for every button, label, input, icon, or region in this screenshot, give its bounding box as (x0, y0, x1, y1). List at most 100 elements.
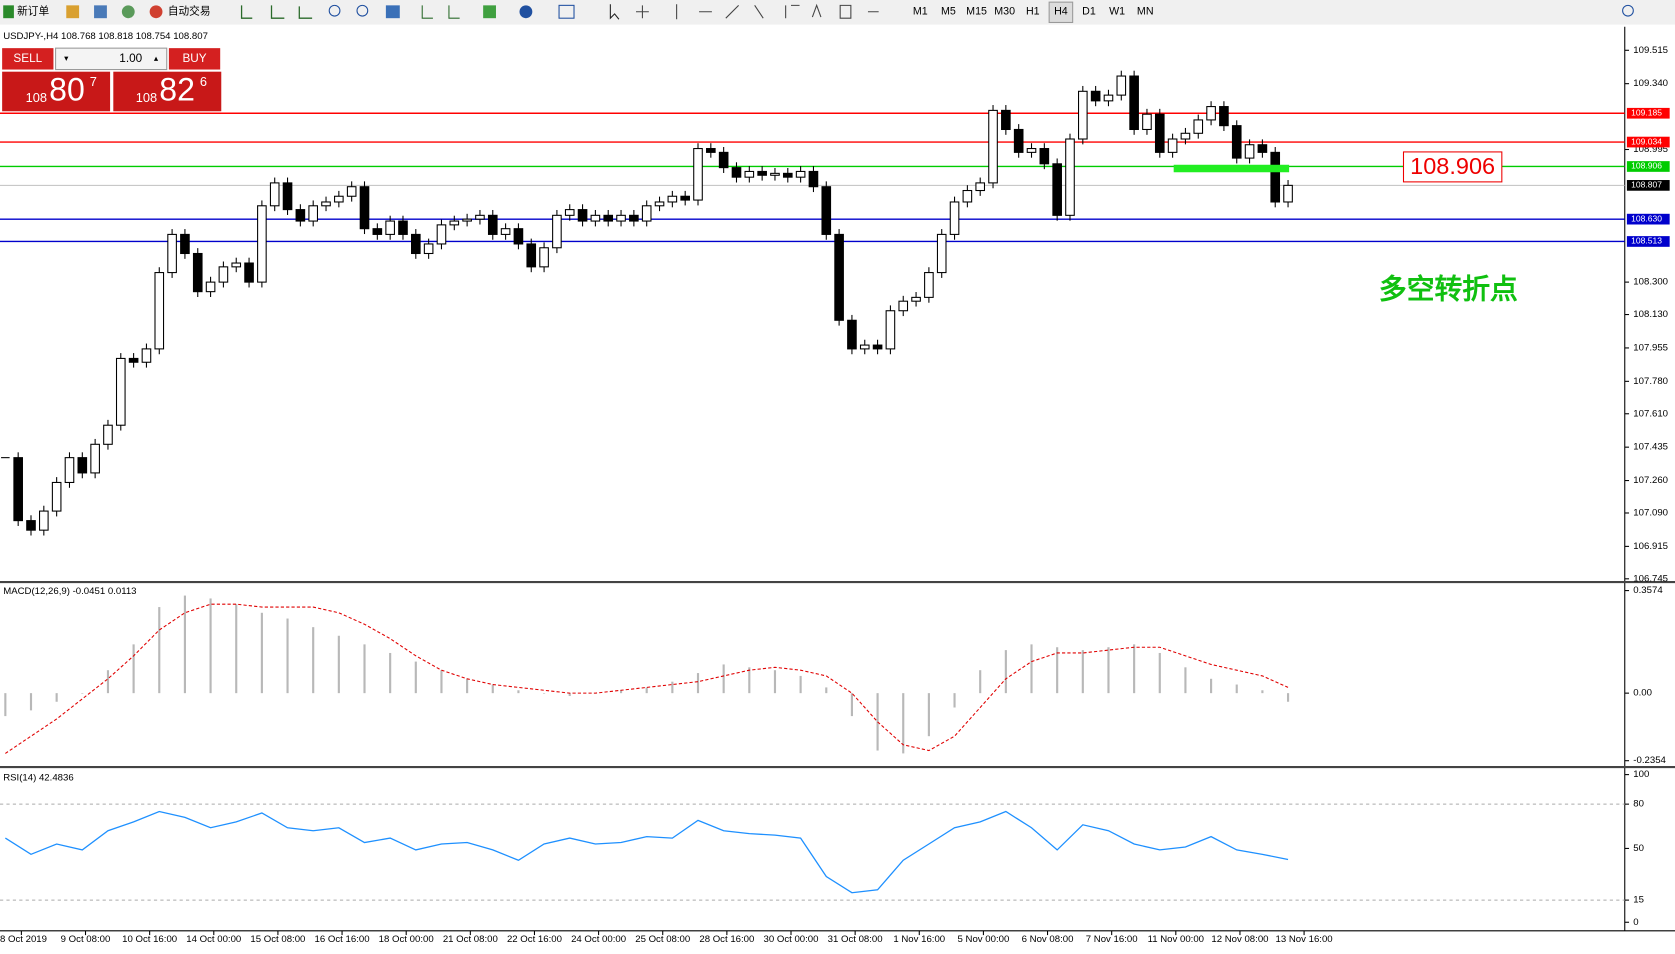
rsi-tick-label: 15 (1633, 895, 1644, 906)
bid-sup[interactable]: 7 (90, 74, 97, 89)
timeframe-button[interactable]: H1 (1026, 6, 1040, 18)
macd-bar (825, 687, 828, 694)
candle (924, 272, 934, 298)
macd-bar (81, 693, 84, 694)
macd-bar (1235, 684, 1238, 694)
candle (1283, 184, 1293, 203)
ask-box[interactable] (113, 71, 222, 112)
candle (731, 167, 742, 178)
time-label: 14 Oct 00:00 (186, 934, 241, 945)
candle (103, 424, 113, 445)
timeframe-button[interactable]: H4 (1054, 6, 1068, 18)
auto-trading-button[interactable]: 自动交易 (168, 5, 211, 18)
macd-bar (286, 618, 289, 694)
tool-icon[interactable] (94, 5, 107, 19)
macd-bar (29, 693, 33, 711)
new-order-icon[interactable] (3, 5, 14, 19)
ask-main[interactable]: 82 (159, 71, 195, 107)
price-tick-label: 107.435 (1633, 442, 1668, 453)
candle (1257, 144, 1268, 153)
candle (1142, 113, 1152, 131)
candle (1180, 132, 1191, 140)
macd-bar (696, 673, 700, 694)
bid-big[interactable]: 108 (26, 90, 47, 105)
timeframe-button[interactable]: D1 (1082, 6, 1096, 18)
timeframe-button[interactable]: M5 (941, 6, 956, 18)
timeframe-button[interactable]: M30 (994, 6, 1015, 18)
candle (1193, 119, 1204, 134)
macd-bar (1081, 650, 1084, 694)
new-order-button[interactable]: 新订单 (17, 5, 49, 18)
time-label: 1 Nov 16:00 (893, 934, 945, 945)
candle (706, 148, 716, 153)
rsi-tick-label: 0 (1633, 917, 1638, 928)
scroll-icons[interactable] (421, 5, 460, 19)
candle (39, 510, 49, 531)
chart-window (0, 26, 1675, 950)
ask-sup[interactable]: 6 (200, 74, 207, 89)
candle (218, 266, 229, 283)
level-label-bg (1626, 107, 1670, 119)
timeframe-button[interactable]: M1 (913, 6, 928, 18)
candle (513, 228, 524, 245)
templates[interactable] (558, 4, 575, 19)
volume-value[interactable]: 1.00 (119, 52, 142, 65)
candle (616, 214, 626, 222)
chart-type-icons[interactable] (240, 5, 313, 19)
volume-input[interactable] (55, 47, 168, 71)
volume-down[interactable]: ▾ (64, 53, 69, 63)
candle (436, 224, 447, 245)
time-label: 15 Oct 08:00 (250, 934, 305, 945)
rsi-tick-label: 80 (1633, 799, 1644, 810)
macd-bar (645, 687, 648, 694)
macd-bar (1286, 693, 1290, 702)
candle (269, 182, 280, 207)
tile-windows[interactable] (385, 5, 400, 19)
candle (359, 186, 370, 230)
sell-label[interactable]: SELL (13, 52, 42, 65)
timeframe-highlight (1048, 1, 1074, 24)
search[interactable] (1622, 4, 1634, 17)
timeframe-button[interactable]: M15 (966, 6, 987, 18)
candle (603, 214, 614, 222)
time-label: 28 Oct 16:00 (699, 934, 754, 945)
zoom-in[interactable] (328, 4, 341, 17)
price-tick-label: 106.745 (1633, 573, 1668, 584)
zoom-out[interactable] (356, 4, 369, 17)
indicators[interactable] (483, 5, 496, 19)
auto-trading-icon[interactable] (149, 5, 163, 19)
timeframe-button[interactable]: W1 (1109, 6, 1125, 18)
macd-bar (1056, 647, 1059, 694)
candle (231, 262, 242, 268)
sell-button[interactable] (2, 48, 54, 70)
candle (1052, 163, 1062, 216)
candle (859, 344, 870, 350)
candle (1206, 106, 1216, 121)
tool-icon[interactable] (66, 5, 80, 19)
macd-bar (1107, 647, 1110, 694)
candle (180, 233, 190, 255)
candle (1129, 75, 1139, 131)
timeframe-button[interactable]: MN (1137, 6, 1154, 18)
candle (372, 228, 383, 235)
bid-main[interactable]: 80 (49, 71, 85, 107)
macd-label: MACD(12,26,9) -0.0451 0.0113 (3, 586, 136, 597)
macd-bar (337, 635, 340, 694)
ask-big[interactable]: 108 (136, 90, 157, 105)
level-label: 108.513 (1631, 236, 1662, 246)
periods[interactable] (519, 5, 533, 19)
price-tick-label: 107.955 (1633, 342, 1668, 353)
buy-button[interactable] (168, 48, 221, 70)
cursor-tool[interactable] (609, 4, 620, 20)
bid-box[interactable] (2, 71, 111, 112)
time-label: 8 Oct 2019 (0, 934, 47, 945)
candle (1090, 90, 1101, 102)
macd-bar (106, 670, 110, 694)
macd-bar (132, 644, 135, 694)
drawing-tools[interactable] (636, 3, 879, 20)
candle (782, 172, 793, 178)
tool-icon[interactable] (121, 5, 135, 19)
candle (115, 357, 126, 426)
volume-up[interactable]: ▴ (154, 53, 159, 63)
buy-label[interactable]: BUY (182, 52, 206, 65)
